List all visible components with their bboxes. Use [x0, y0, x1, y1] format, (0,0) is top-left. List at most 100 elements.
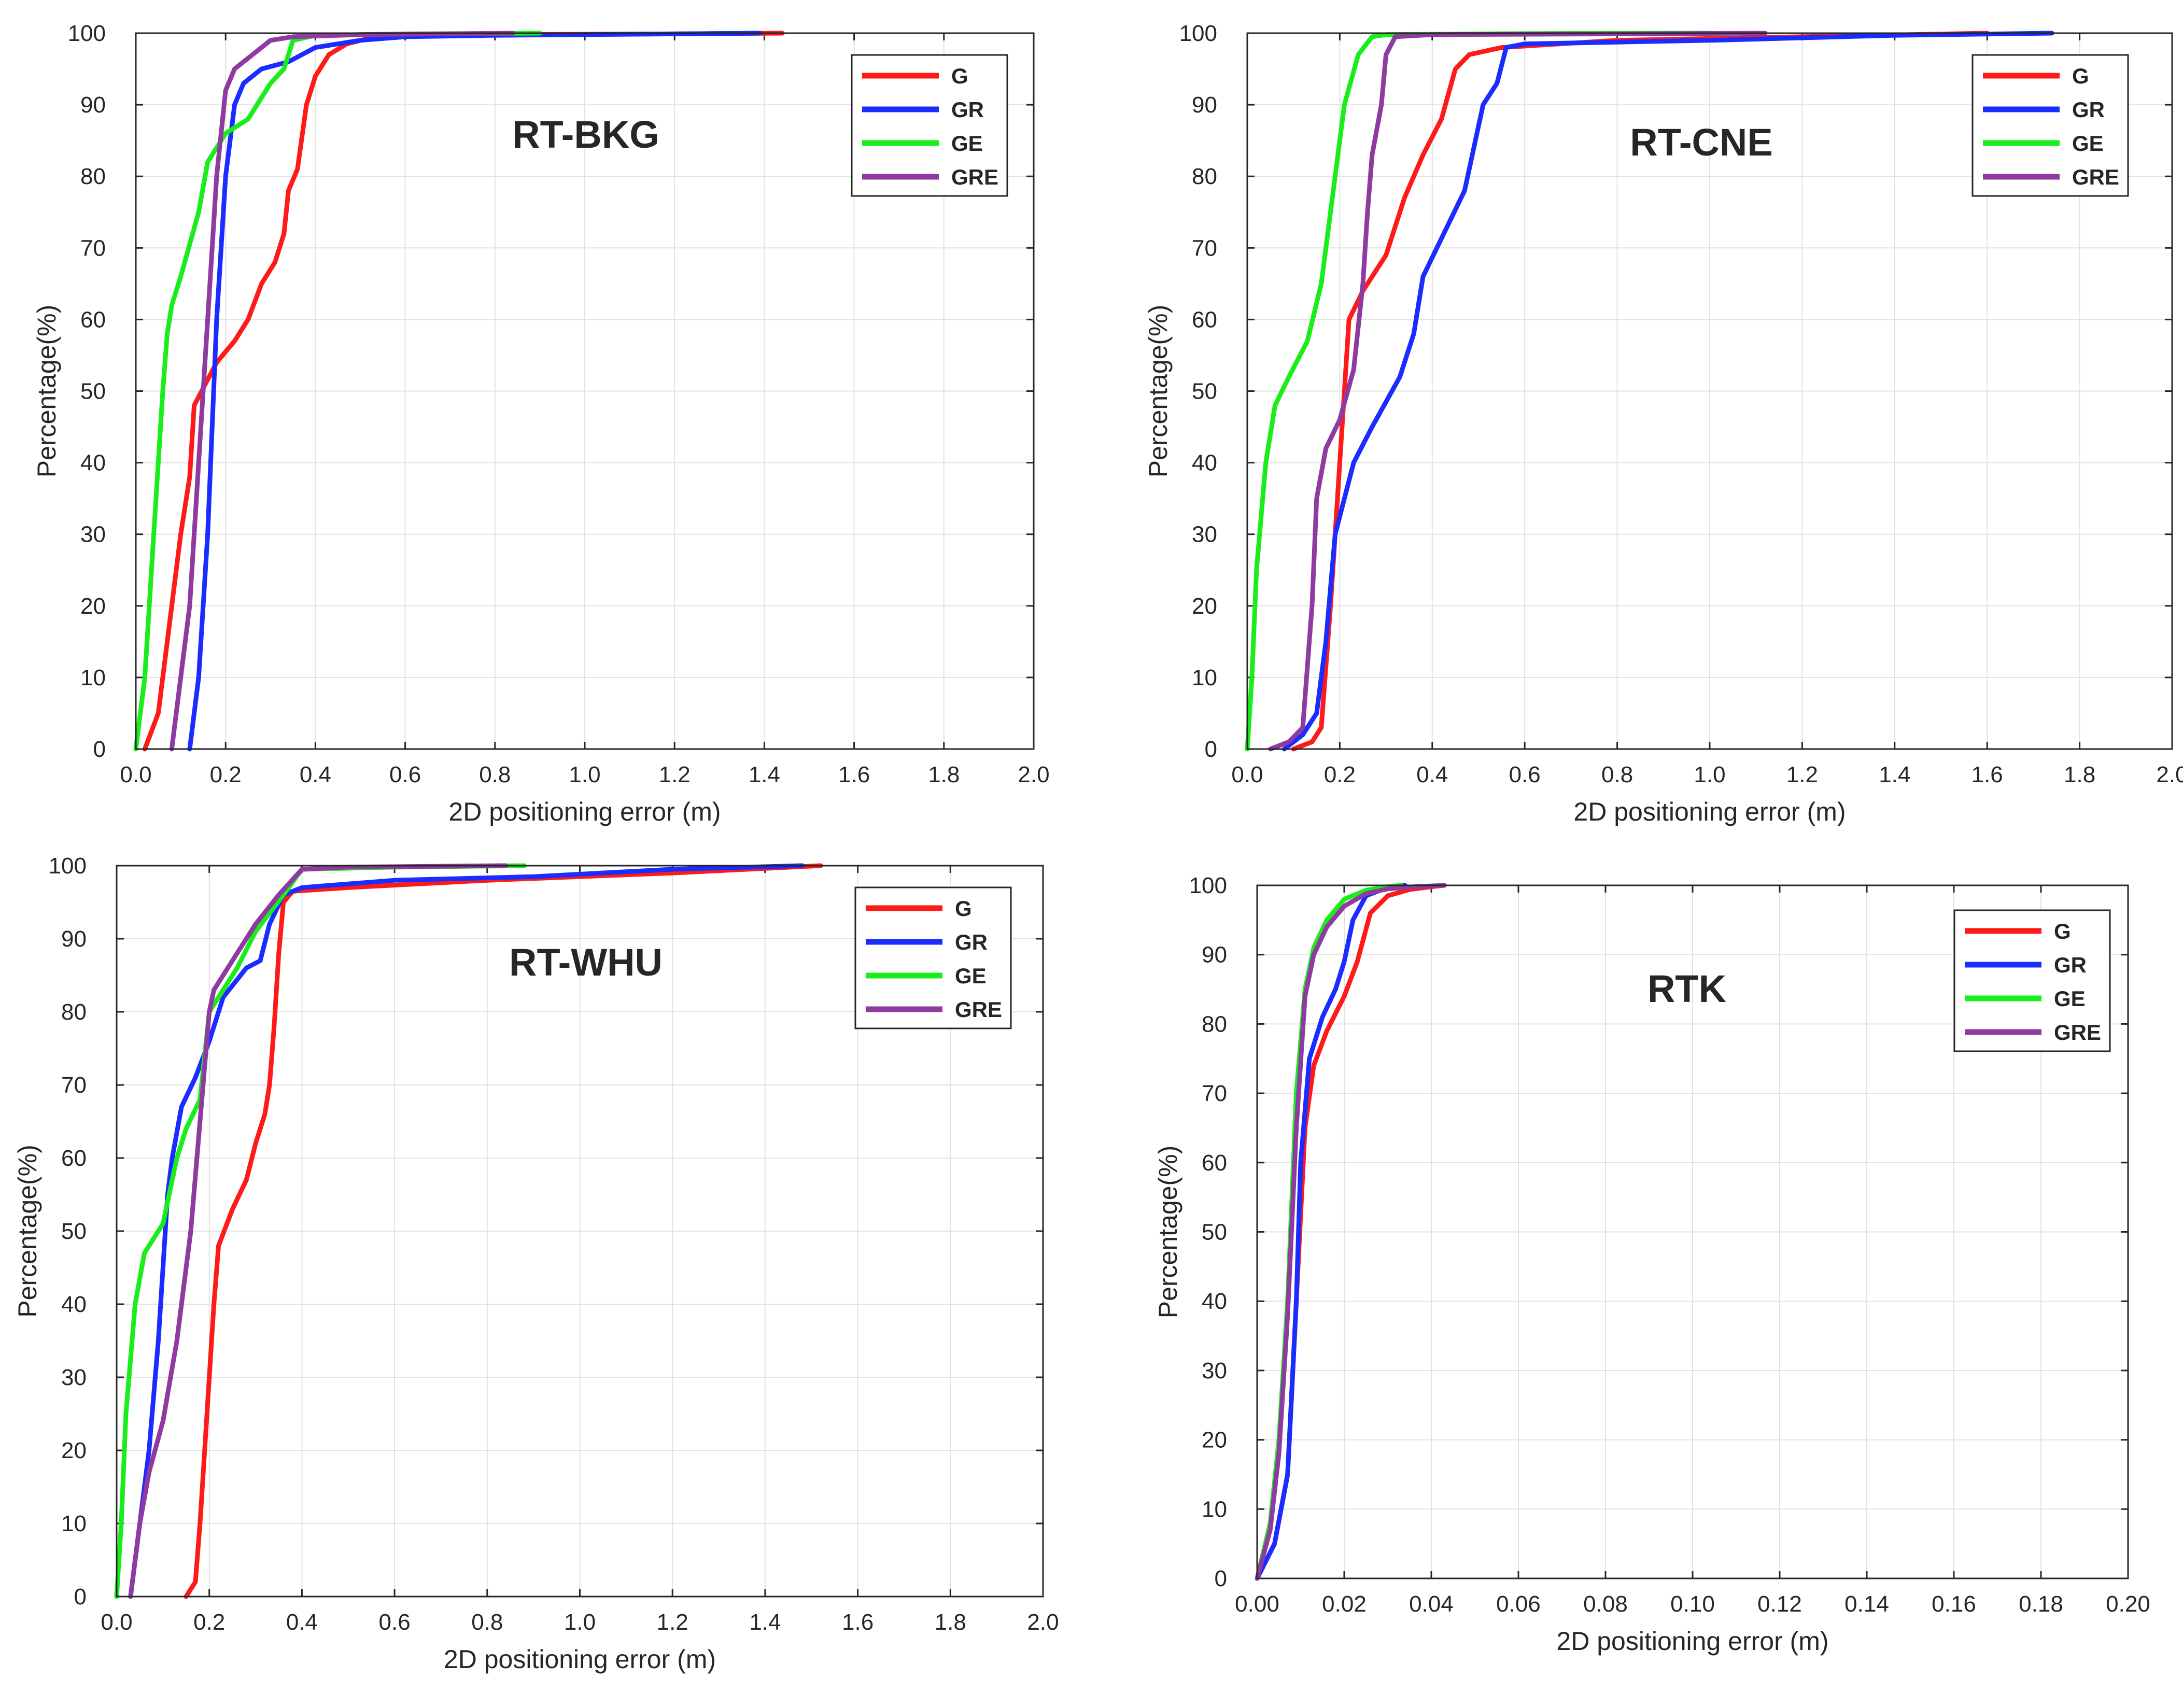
x-tick-label: 0.4: [1416, 762, 1448, 787]
legend: G GR GE GRE: [1971, 54, 2129, 197]
x-tick-label: 1.4: [1879, 762, 1910, 787]
y-tick-label: 50: [80, 379, 106, 404]
y-tick-label: 20: [1202, 1428, 1227, 1453]
y-tick-label: 60: [1192, 307, 1217, 332]
legend: G GR GE GRE: [851, 54, 1008, 197]
x-tick-label: 2.0: [2156, 762, 2183, 787]
chart-rt-bkg: 0.0 0.2 0.4 0.6 0.8 1.0 1.2 1.4 1.6 1.8 2.0 0 10 20 30…: [0, 0, 1091, 853]
x-tick-label: 0.08: [1583, 1591, 1628, 1617]
x-tick-label: 0.6: [379, 1610, 411, 1635]
y-tick-label: 60: [61, 1146, 87, 1171]
y-tick-label: 40: [61, 1292, 87, 1317]
legend-label-g: G: [955, 896, 972, 921]
x-tick-label: 0.06: [1496, 1591, 1541, 1617]
y-tick-label: 0: [93, 737, 106, 762]
chart-rt-cne-svg: 0.0 0.2 0.4 0.6 0.8 1.0 1.2 1.4 1.6 1.8 2.0 0 10 20 30…: [1144, 21, 2183, 826]
x-tick-label: 0.6: [1509, 762, 1541, 787]
chart-title: RTK: [1647, 967, 1726, 1010]
x-tick-label: 0.02: [1322, 1591, 1367, 1617]
x-tick-label: 1.6: [838, 762, 870, 787]
y-tick-label: 100: [1189, 873, 1227, 898]
y-tick-label: 0: [74, 1584, 87, 1610]
x-tick-label: 0.00: [1235, 1591, 1279, 1617]
y-axis-label: Percentage(%): [1144, 305, 1173, 478]
y-tick-label: 30: [1202, 1358, 1227, 1384]
legend-label-ge: GE: [2054, 986, 2086, 1011]
y-tick-label: 70: [80, 235, 106, 261]
legend: G GR GE GRE: [854, 886, 1012, 1029]
y-axis-label: Percentage(%): [32, 305, 61, 478]
y-tick-label: 80: [80, 164, 106, 189]
series-line-gre: [169, 31, 515, 752]
x-axis-label: 2D positioning error (m): [448, 797, 721, 826]
plot-frame: [1246, 32, 2173, 750]
series-line-gr: [1281, 31, 2054, 752]
plot-frame: [116, 865, 1044, 1598]
x-tick-label: 0.0: [101, 1610, 132, 1635]
chart-rt-cne: 0.0 0.2 0.4 0.6 0.8 1.0 1.2 1.4 1.6 1.8 2.0 0 10 20 30…: [1091, 0, 2183, 853]
legend-label-g: G: [951, 64, 968, 88]
legend-label-ge: GE: [2072, 131, 2104, 156]
x-tick-label: 1.6: [842, 1610, 874, 1635]
y-tick-label: 20: [80, 594, 106, 619]
x-tick-label: 0.2: [1324, 762, 1356, 787]
x-tick-label: 0.4: [286, 1610, 318, 1635]
x-tick-label: 1.0: [569, 762, 600, 787]
y-tick-label: 80: [1192, 164, 1217, 189]
x-tick-label: 0.10: [1670, 1591, 1715, 1617]
x-tick-label: 0.2: [193, 1610, 225, 1635]
plot-frame: [1256, 884, 2129, 1579]
x-tick-label: 1.6: [1971, 762, 2003, 787]
y-tick-label: 40: [1192, 450, 1217, 476]
y-tick-label: 10: [80, 665, 106, 690]
y-tick-label: 0: [1215, 1566, 1227, 1591]
y-tick-label: 60: [1202, 1150, 1227, 1176]
x-tick-label: 1.0: [1694, 762, 1725, 787]
y-tick-label: 80: [1202, 1011, 1227, 1037]
y-tick-label: 10: [1202, 1497, 1227, 1522]
x-tick-label: 0.2: [210, 762, 242, 787]
y-tick-label: 70: [1202, 1081, 1227, 1106]
chart-title: RT-BKG: [512, 113, 659, 156]
x-tick-label: 0.12: [1757, 1591, 1802, 1617]
x-tick-label: 1.2: [657, 1610, 688, 1635]
legend-label-gre: GRE: [955, 997, 1002, 1022]
legend-label-gr: GR: [2054, 953, 2087, 977]
x-tick-label: 0.8: [479, 762, 511, 787]
legend-label-gre: GRE: [2054, 1020, 2101, 1044]
series-line-gre: [1255, 883, 1447, 1581]
y-tick-label: 10: [1192, 665, 1217, 690]
y-tick-label: 50: [1192, 379, 1217, 404]
x-tick-label: 0.16: [1932, 1591, 1976, 1617]
legend-label-g: G: [2072, 64, 2089, 88]
x-tick-label: 0.6: [389, 762, 421, 787]
x-axis-label: 2D positioning error (m): [1556, 1627, 1828, 1656]
chart-title: RT-CNE: [1630, 121, 1772, 164]
y-tick-label: 90: [1202, 942, 1227, 968]
y-tick-label: 10: [61, 1511, 87, 1536]
x-tick-label: 2.0: [1018, 762, 1049, 787]
y-tick-label: 90: [1192, 92, 1217, 118]
y-tick-label: 30: [80, 522, 106, 547]
y-tick-label: 0: [1205, 737, 1217, 762]
y-tick-label: 20: [61, 1438, 87, 1463]
x-tick-label: 2.0: [1027, 1610, 1059, 1635]
y-tick-label: 30: [1192, 522, 1217, 547]
y-axis-label: Percentage(%): [1153, 1146, 1182, 1319]
y-tick-label: 40: [80, 450, 106, 476]
series-line-gr: [128, 863, 805, 1599]
y-tick-label: 100: [49, 853, 87, 879]
chart-title: RT-WHU: [509, 941, 663, 984]
legend-label-gr: GR: [951, 97, 984, 122]
y-tick-label: 100: [1179, 21, 1217, 46]
legend-label-gr: GR: [955, 930, 988, 954]
y-tick-label: 50: [1202, 1220, 1227, 1245]
legend-label-gre: GRE: [951, 165, 998, 189]
x-tick-label: 1.8: [935, 1610, 966, 1635]
legend: G GR GE GRE: [1953, 909, 2111, 1052]
plot-frame: [135, 32, 1035, 750]
chart-rt-bkg-svg: 0.0 0.2 0.4 0.6 0.8 1.0 1.2 1.4 1.6 1.8 2.0 0 10 20 30…: [32, 21, 1050, 826]
x-tick-label: 0.04: [1409, 1591, 1454, 1617]
series-line-gre: [128, 863, 508, 1599]
chart-rt-whu-svg: 0.0 0.2 0.4 0.6 0.8 1.0 1.2 1.4 1.6 1.8 2.0 0 10 20 30…: [13, 853, 1059, 1674]
